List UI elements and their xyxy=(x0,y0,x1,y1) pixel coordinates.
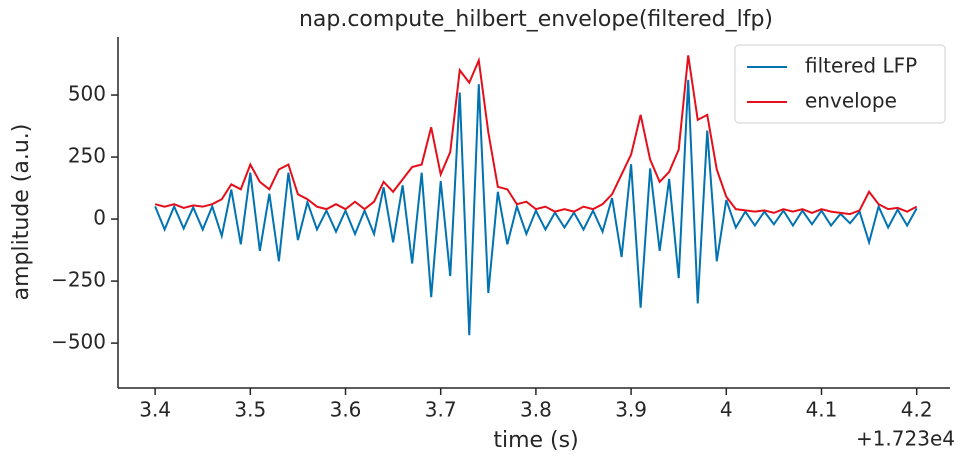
x-tick-label: 3.5 xyxy=(234,398,266,422)
y-tick-label: 0 xyxy=(93,206,106,230)
x-tick-label: 3.6 xyxy=(330,398,362,422)
x-tick-label: 3.4 xyxy=(139,398,171,422)
y-tick-label: −250 xyxy=(51,268,106,292)
x-tick-label: 3.7 xyxy=(425,398,457,422)
x-tick-label: 4 xyxy=(720,398,733,422)
y-tick-label: 500 xyxy=(68,82,106,106)
x-offset-label: +1.723e4 xyxy=(856,427,955,451)
y-tick-label: −500 xyxy=(51,330,106,354)
legend-box xyxy=(734,44,946,124)
y-tick-label: 250 xyxy=(68,144,106,168)
x-tick-label: 3.9 xyxy=(615,398,647,422)
chart-title: nap.compute_hilbert_envelope(filtered_lf… xyxy=(299,7,773,32)
series-line xyxy=(154,55,918,216)
x-tick-label: 4.2 xyxy=(901,398,933,422)
x-axis-label: time (s) xyxy=(493,428,578,453)
x-tick-label: 3.8 xyxy=(520,398,552,422)
legend-label: filtered LFP xyxy=(805,54,917,78)
series-line xyxy=(154,79,918,336)
x-tick-label: 4.1 xyxy=(806,398,838,422)
legend-label: envelope xyxy=(805,89,897,113)
y-axis-label: amplitude (a.u.) xyxy=(9,124,34,301)
